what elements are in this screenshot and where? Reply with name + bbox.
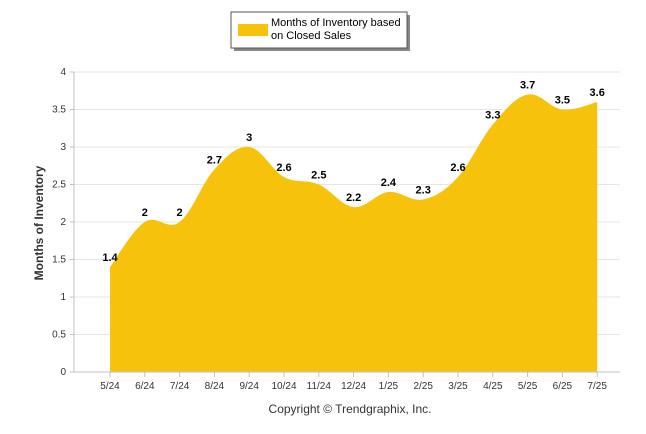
data-label: 2.6 (276, 162, 291, 174)
data-label: 3.5 (555, 95, 570, 107)
copyright-footer: Copyright © Trendgraphix, Inc. (269, 402, 432, 416)
data-label: 2.2 (346, 192, 361, 204)
y-tick-label: 0 (60, 367, 66, 378)
data-label: 3.6 (590, 87, 605, 99)
x-tick-label: 8/24 (205, 381, 225, 392)
x-tick-label: 5/25 (518, 381, 538, 392)
y-tick-label: 3 (60, 142, 66, 153)
data-label: 3.3 (485, 110, 500, 122)
x-tick-label: 6/25 (553, 381, 573, 392)
x-tick-label: 2/25 (413, 381, 433, 392)
legend-label-line-2: on Closed Sales (271, 30, 352, 42)
x-tick-label: 9/24 (239, 381, 259, 392)
x-tick-label: 3/25 (448, 381, 468, 392)
x-tick-label: 6/24 (135, 381, 155, 392)
data-label: 2.4 (381, 177, 397, 189)
x-tick-label: 10/24 (271, 381, 296, 392)
y-tick-label: 0.5 (52, 330, 66, 341)
y-tick-label: 1.5 (52, 255, 66, 266)
legend-swatch (238, 24, 268, 36)
data-label: 2 (142, 207, 148, 219)
data-label: 3.7 (520, 80, 535, 92)
series-area (110, 94, 598, 372)
y-axis-title: Months of Inventory (32, 165, 46, 280)
y-axis-ticks: 0 0.5 1 1.5 2 2.5 3 3.5 4 (52, 67, 74, 378)
y-tick-label: 3.5 (52, 105, 66, 116)
data-label: 2 (177, 207, 183, 219)
x-tick-label: 1/25 (379, 381, 399, 392)
x-tick-label: 11/24 (307, 381, 332, 392)
data-label: 2.3 (416, 185, 431, 197)
x-axis-ticks: 5/24 6/24 7/24 8/24 9/24 10/24 11/24 12/24 1/25 2… (100, 372, 607, 392)
x-tick-label: 4/25 (483, 381, 503, 392)
x-tick-label: 5/24 (100, 381, 120, 392)
data-label: 3 (246, 132, 252, 144)
y-tick-label: 1 (60, 292, 66, 303)
y-tick-label: 4 (60, 67, 66, 78)
x-tick-label: 7/25 (587, 381, 607, 392)
data-label: 2.5 (311, 170, 326, 182)
x-tick-label: 12/24 (341, 381, 366, 392)
x-tick-label: 7/24 (170, 381, 190, 392)
data-label: 2.6 (450, 162, 465, 174)
data-label: 2.7 (207, 155, 222, 167)
legend-label-line-1: Months of Inventory based (271, 17, 401, 29)
data-label: 1.4 (102, 252, 118, 264)
y-tick-label: 2.5 (52, 180, 66, 191)
y-tick-label: 2 (60, 217, 66, 228)
legend: Months of Inventory based on Closed Sale… (230, 11, 410, 51)
data-labels: 1.4 2 2 2.7 3 2.6 2.5 2.2 2.4 2.3 2.6 3.3 3.7 3.5 3.6 (102, 80, 604, 265)
